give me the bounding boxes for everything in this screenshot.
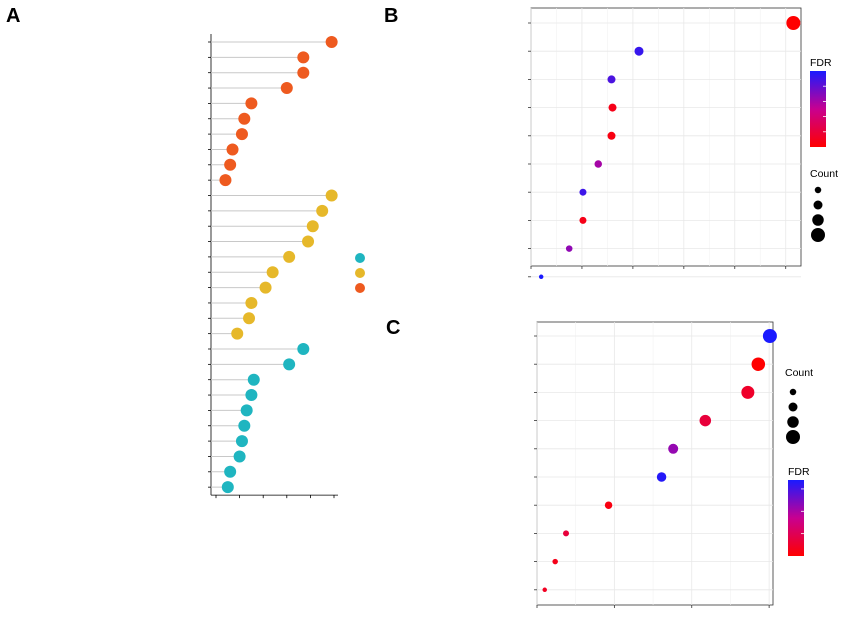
panel-a-dot: [245, 97, 258, 110]
panel-a-dot: [325, 189, 338, 202]
count-legend-dot: [811, 228, 825, 242]
count-legend-dot: [814, 186, 822, 194]
panel-dot: [563, 530, 570, 537]
panel-dot: [741, 385, 755, 399]
panel-c-letter: C: [386, 317, 400, 339]
panel-dot: [565, 245, 573, 252]
panel-dot: [634, 46, 644, 56]
panel-a-ontology-legend: [355, 253, 365, 293]
panel-dot: [751, 357, 766, 371]
panel-a-dot: [245, 389, 258, 402]
count-legend-dot: [812, 214, 824, 226]
panel-dot: [762, 329, 777, 343]
panel-a-dot: [247, 373, 260, 386]
panel-c-fdr-legend-title: FDR: [788, 466, 810, 478]
panel-a-dot: [283, 250, 296, 263]
panel-a-legend-swatch: [355, 253, 365, 263]
panel-a-dot: [226, 143, 239, 156]
panel-b-fdr-legend-title: FDR: [810, 57, 832, 69]
panel-dot: [668, 443, 679, 454]
panel-b-letter: B: [384, 5, 398, 27]
panel-dot: [608, 103, 617, 112]
panel-dot: [579, 188, 587, 196]
panel-a-lollipop-chart: [208, 34, 338, 499]
panel-c-plot-area: [536, 321, 774, 606]
panel-a-legend-swatch: [355, 283, 365, 293]
panel-a-dot: [302, 235, 315, 248]
panel-a-dot: [297, 66, 310, 79]
panel-a-dot: [297, 343, 310, 355]
panel-a-dot: [235, 128, 248, 141]
panel-a-dot: [316, 204, 329, 217]
panel-a-dot: [266, 266, 279, 279]
panel-c-dot-plot: [534, 322, 777, 608]
panel-a-dot: [245, 296, 258, 309]
panel-dot: [656, 472, 667, 482]
panel-dot: [699, 414, 712, 427]
panel-a-dot: [231, 327, 244, 340]
count-legend-dot: [787, 416, 799, 428]
panel-a-dot: [238, 419, 251, 432]
panel-dot: [604, 501, 613, 509]
panel-b-fdr-legend: [823, 85, 826, 133]
panel-c-fdr-colorbar: [788, 480, 804, 556]
panel-c-count-legend-title: Count: [785, 367, 813, 379]
count-legend-dot: [789, 388, 797, 396]
panel-a-dot: [221, 481, 234, 494]
panel-dot: [538, 274, 544, 280]
panel-b-fdr-colorbar: [810, 71, 826, 147]
panel-a-dot: [259, 281, 272, 294]
count-legend-dot: [813, 200, 823, 210]
panel-a-dot: [283, 358, 296, 371]
panel-dot: [607, 75, 616, 84]
panel-dot: [594, 160, 602, 168]
panel-a-legend-swatch: [355, 268, 365, 278]
panel-a-dot: [240, 404, 253, 417]
panel-a-dot: [219, 174, 232, 187]
panel-dot: [786, 16, 801, 30]
panel-a-dot: [224, 465, 237, 478]
panel-dot: [579, 216, 587, 224]
panel-b-dot-plot: [528, 8, 801, 280]
panel-dot: [607, 131, 616, 140]
panel-b-count-legend-title: Count: [810, 168, 838, 180]
panel-a-letter: A: [6, 5, 20, 27]
panel-a-dot: [297, 51, 310, 64]
panel-a-dot: [280, 82, 293, 95]
panel-c-count-legend: [786, 388, 800, 444]
panel-a-dot: [243, 312, 256, 325]
panel-a-dot: [233, 450, 246, 463]
panel-b-count-legend: [811, 186, 825, 242]
panel-c-fdr-legend: [801, 488, 804, 535]
panel-dot: [552, 558, 558, 565]
panel-a-dot: [238, 112, 251, 125]
panel-a-dot: [224, 158, 237, 171]
panel-a-dot: [325, 36, 338, 48]
panel-dot: [542, 587, 547, 593]
panel-a-dot: [235, 435, 248, 448]
count-legend-dot: [786, 430, 800, 444]
panel-a-dot: [306, 220, 319, 233]
count-legend-dot: [788, 402, 798, 412]
